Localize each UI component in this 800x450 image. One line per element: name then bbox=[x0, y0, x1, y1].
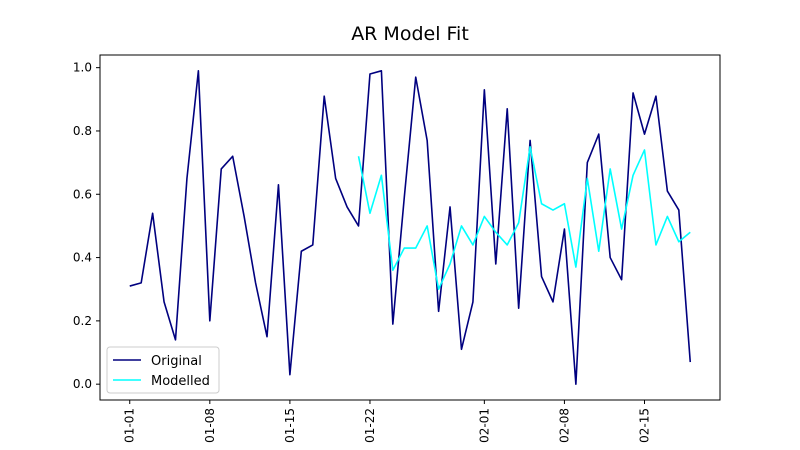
y-tick-label: 1.0 bbox=[73, 61, 92, 75]
series-layer bbox=[129, 70, 692, 385]
legend-label: Modelled bbox=[151, 374, 210, 389]
x-tick-label: 01-08 bbox=[203, 408, 217, 443]
legend-label: Original bbox=[151, 354, 202, 369]
legend: Original Modelled bbox=[106, 346, 220, 394]
y-axis: 0.0 0.2 0.4 0.6 0.8 1.0 bbox=[73, 61, 100, 391]
x-tick-label: 01-22 bbox=[363, 408, 377, 443]
x-axis: 01-01 01-08 01-15 01-22 02-01 02-08 02-15 bbox=[123, 400, 652, 443]
y-tick-label: 0.4 bbox=[73, 251, 92, 265]
x-tick-label: 02-15 bbox=[638, 408, 652, 443]
series-line-modelled bbox=[357, 145, 691, 291]
y-tick-label: 0.0 bbox=[73, 377, 92, 391]
series-line-original bbox=[129, 70, 692, 385]
legend-box bbox=[106, 346, 220, 394]
x-tick-label: 02-08 bbox=[557, 408, 571, 443]
x-tick-label: 02-01 bbox=[477, 408, 491, 443]
chart-title: AR Model Fit bbox=[351, 23, 469, 45]
x-tick-label: 01-15 bbox=[283, 408, 297, 443]
x-tick-label: 01-01 bbox=[123, 408, 137, 443]
plot-area bbox=[99, 54, 721, 401]
y-tick-label: 0.6 bbox=[73, 187, 92, 201]
plot-frame bbox=[99, 54, 721, 401]
y-tick-label: 0.2 bbox=[73, 314, 92, 328]
y-tick-label: 0.8 bbox=[73, 124, 92, 138]
